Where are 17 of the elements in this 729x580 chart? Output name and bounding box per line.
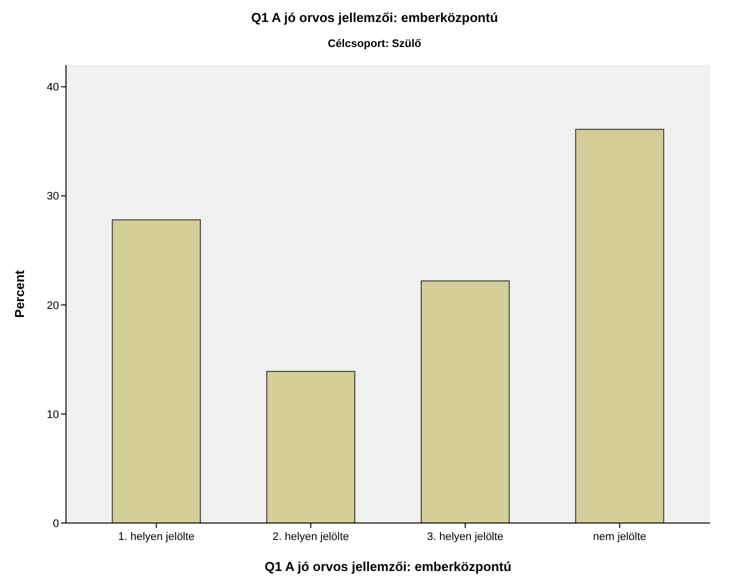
- x-tick-label: 3. helyen jelölte: [426, 531, 504, 543]
- chart-title: Q1 A jó orvos jellemzői: emberközpontú: [251, 10, 498, 25]
- bar: [575, 128, 664, 524]
- y-tick-label: 0: [52, 518, 59, 530]
- x-tick-label: 2. helyen jelölte: [272, 531, 350, 543]
- y-tick-label: 30: [46, 190, 59, 203]
- y-tick-label: 20: [46, 300, 59, 312]
- bar: [420, 280, 510, 524]
- y-tick-label: 40: [46, 82, 59, 94]
- bar: [266, 370, 356, 524]
- bar: [112, 219, 201, 524]
- x-tick-label: nem jelölte: [593, 531, 646, 543]
- y-tick-label: 10: [46, 408, 59, 421]
- y-axis-title: Percent: [12, 269, 27, 318]
- x-tick-label: 1. helyen jelölte: [118, 531, 195, 543]
- chart-subtitle: Célcsoport: Szülő: [328, 38, 422, 50]
- x-axis-title: Q1 A jó orvos jellemzői: emberközpontú: [264, 559, 512, 574]
